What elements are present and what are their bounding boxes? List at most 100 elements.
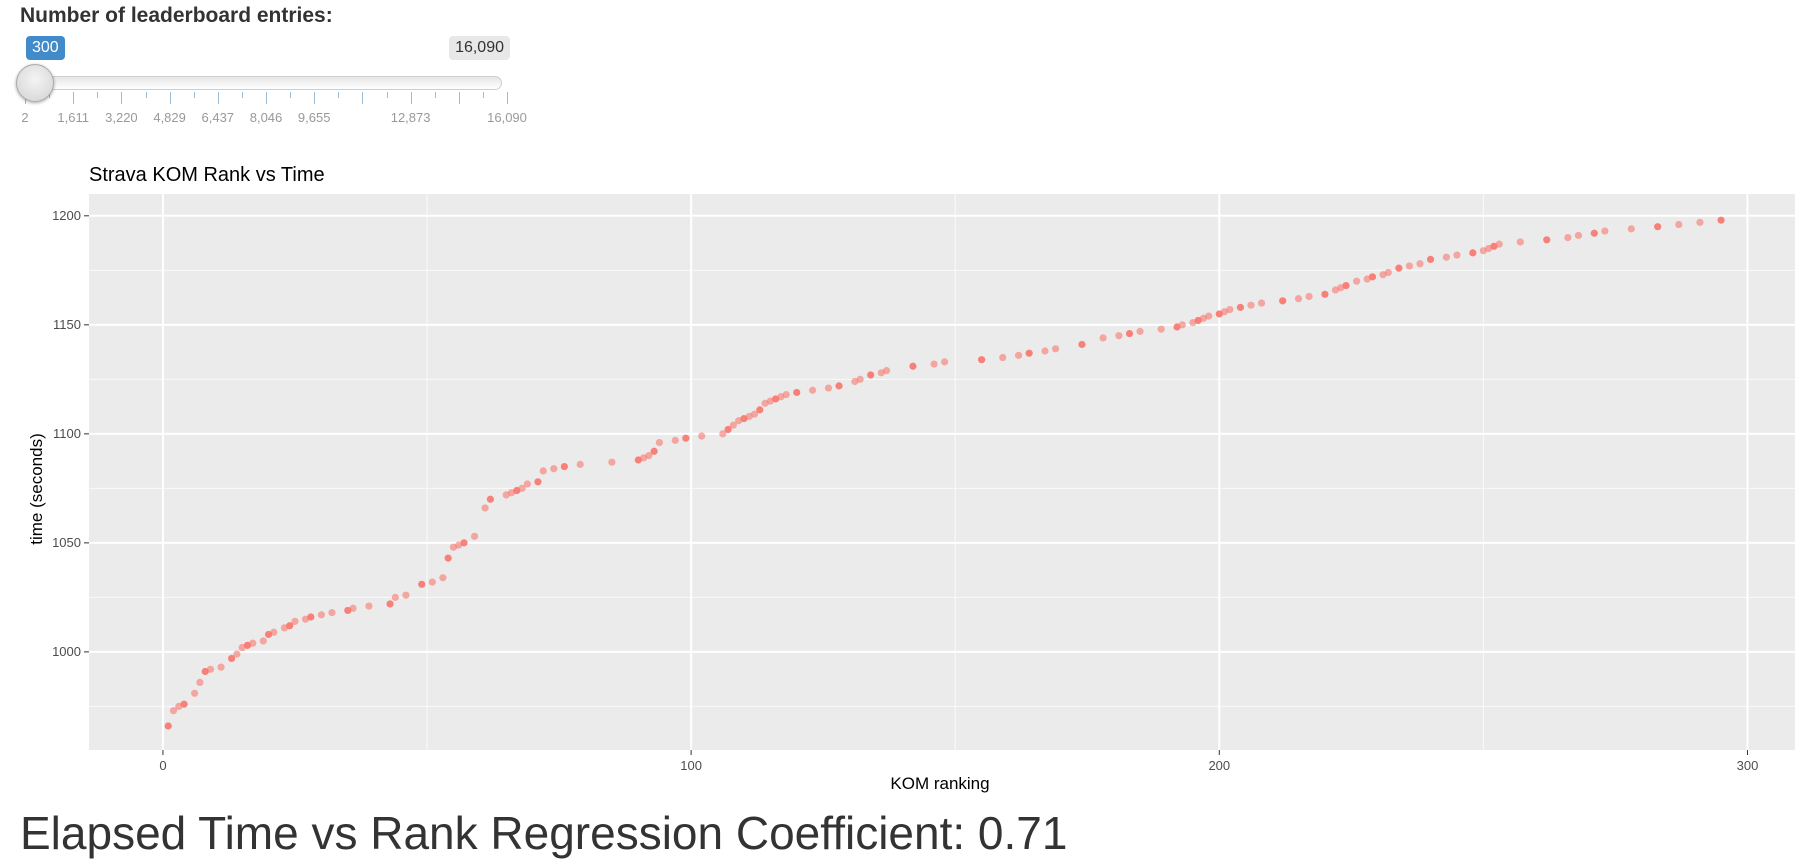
slider-tick bbox=[266, 92, 267, 104]
slider-tick-label: 3,220 bbox=[105, 110, 138, 125]
y-tick-label: 1200 bbox=[52, 208, 81, 223]
data-point bbox=[682, 434, 690, 442]
data-point bbox=[1051, 345, 1060, 353]
data-point bbox=[719, 430, 727, 438]
data-point bbox=[1041, 347, 1049, 355]
data-point bbox=[909, 362, 917, 370]
data-point bbox=[856, 375, 864, 383]
x-axis-label: KOM ranking bbox=[890, 774, 989, 793]
data-point bbox=[576, 460, 584, 468]
data-point bbox=[1675, 220, 1683, 229]
data-point bbox=[1136, 327, 1144, 335]
data-point bbox=[1321, 290, 1329, 298]
data-point bbox=[655, 438, 664, 447]
slider-tick-label: 9,655 bbox=[297, 110, 331, 125]
data-point bbox=[1353, 277, 1361, 285]
data-point bbox=[835, 382, 843, 390]
data-point bbox=[539, 467, 547, 475]
x-tick-label: 0 bbox=[159, 758, 166, 773]
data-point bbox=[1305, 292, 1313, 301]
chart-panel bbox=[89, 194, 1795, 750]
data-point bbox=[650, 447, 658, 455]
slider-tick bbox=[217, 92, 219, 104]
data-points bbox=[164, 216, 1725, 730]
data-point bbox=[1696, 218, 1704, 226]
data-point bbox=[1078, 340, 1086, 349]
slider-tick bbox=[73, 92, 75, 104]
data-point bbox=[1226, 305, 1234, 314]
data-point bbox=[1205, 312, 1213, 320]
data-point bbox=[729, 421, 737, 429]
data-point bbox=[1099, 334, 1107, 342]
slider-tick bbox=[507, 92, 508, 104]
slider-tick bbox=[482, 92, 484, 98]
data-point bbox=[286, 622, 294, 630]
data-point bbox=[1257, 299, 1266, 307]
data-point bbox=[1453, 251, 1461, 259]
slider-tick bbox=[241, 92, 243, 98]
data-point bbox=[698, 432, 706, 440]
data-point bbox=[1717, 216, 1725, 224]
data-point bbox=[1495, 240, 1503, 248]
slider-tick-label: 16,090 bbox=[487, 110, 527, 125]
data-point bbox=[391, 593, 399, 601]
y-tick-label: 1050 bbox=[52, 535, 81, 550]
slider-label: Number of leaderboard entries: bbox=[20, 4, 333, 27]
slider-tick bbox=[362, 92, 364, 104]
slider-tick bbox=[97, 92, 99, 98]
data-point bbox=[1627, 225, 1635, 233]
data-point bbox=[1426, 255, 1435, 264]
slider-tick bbox=[410, 92, 412, 104]
slider-tick-label: 4,829 bbox=[153, 110, 186, 125]
data-point bbox=[1342, 281, 1350, 290]
data-point bbox=[233, 650, 241, 658]
data-point bbox=[317, 611, 325, 619]
data-point bbox=[481, 504, 489, 512]
y-tick-label: 1000 bbox=[52, 644, 81, 659]
slider-tick bbox=[338, 92, 340, 98]
data-point bbox=[534, 478, 542, 486]
data-point bbox=[196, 678, 204, 687]
data-point bbox=[1416, 260, 1424, 268]
data-point bbox=[291, 617, 299, 625]
data-point bbox=[1279, 297, 1287, 305]
data-point bbox=[365, 602, 373, 610]
data-point bbox=[1405, 262, 1414, 270]
data-point bbox=[750, 410, 759, 418]
slider-tick bbox=[290, 92, 292, 98]
data-point bbox=[756, 406, 764, 414]
data-point bbox=[1516, 238, 1524, 246]
data-point bbox=[645, 452, 653, 460]
data-point bbox=[724, 425, 732, 434]
data-point bbox=[249, 639, 257, 647]
data-point bbox=[270, 628, 278, 636]
data-point bbox=[1125, 329, 1134, 338]
data-point bbox=[1601, 227, 1609, 235]
data-point bbox=[228, 654, 236, 663]
data-point bbox=[1384, 268, 1392, 277]
data-point bbox=[444, 554, 452, 562]
slider-tick-label: 2 bbox=[21, 110, 29, 125]
data-point bbox=[460, 539, 468, 547]
data-point bbox=[1368, 273, 1377, 281]
data-point bbox=[550, 465, 558, 473]
data-point bbox=[439, 574, 447, 582]
data-point bbox=[824, 384, 833, 392]
data-point bbox=[1564, 234, 1572, 242]
data-point bbox=[1247, 301, 1255, 309]
x-tick-label: 300 bbox=[1737, 758, 1759, 773]
x-tick-label: 100 bbox=[680, 758, 702, 773]
data-point bbox=[486, 495, 495, 503]
grid-minor bbox=[89, 194, 1795, 750]
slider-tick-label: 6,437 bbox=[201, 110, 235, 125]
slider-handle[interactable] bbox=[15, 64, 54, 102]
leaderboard-entries-slider: Number of leaderboard entries: 300 16,09… bbox=[15, 0, 527, 130]
grid-major bbox=[89, 194, 1795, 750]
data-point bbox=[180, 700, 188, 708]
data-point bbox=[608, 458, 616, 466]
data-point bbox=[1442, 253, 1451, 261]
data-point bbox=[1574, 231, 1583, 240]
slider-value-badge: 300 bbox=[26, 36, 65, 60]
y-tick-label: 1150 bbox=[53, 317, 81, 332]
data-point bbox=[164, 722, 172, 730]
